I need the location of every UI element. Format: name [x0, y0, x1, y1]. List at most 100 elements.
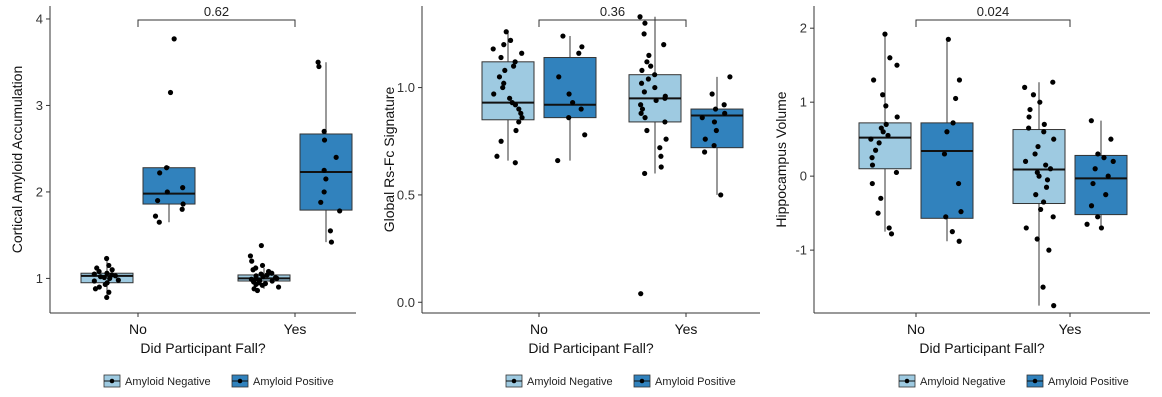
p-value-label: 0.024	[977, 4, 1010, 19]
data-point	[503, 29, 509, 35]
data-point	[249, 258, 255, 264]
data-point	[518, 110, 524, 116]
data-point	[327, 228, 334, 234]
legend-key-point	[904, 378, 910, 384]
data-point	[333, 154, 339, 160]
y-tick-label: 2	[800, 21, 807, 36]
data-point	[556, 74, 562, 80]
data-point	[180, 201, 186, 207]
data-point	[1038, 206, 1044, 213]
data-point	[953, 95, 959, 102]
data-point	[259, 262, 266, 269]
data-point	[96, 284, 102, 290]
data-point	[663, 136, 669, 142]
data-point	[152, 213, 159, 219]
data-point	[701, 149, 708, 155]
legend-key-point	[237, 378, 243, 384]
data-point	[1110, 158, 1116, 164]
data-point	[944, 129, 950, 135]
data-point	[885, 132, 891, 139]
y-tick-label: 2	[36, 184, 43, 199]
data-point	[1084, 221, 1090, 227]
data-point	[566, 115, 572, 121]
data-point	[869, 162, 876, 168]
data-point	[109, 272, 115, 278]
box-iqr	[920, 122, 974, 219]
y-tick-label: 1.0	[397, 80, 415, 95]
y-tick-label: 1	[36, 271, 43, 286]
data-point	[652, 84, 658, 91]
data-point	[1027, 106, 1033, 113]
data-point	[97, 274, 104, 280]
data-point	[956, 238, 962, 244]
data-point	[894, 62, 900, 68]
box-yes-negative	[628, 14, 682, 297]
x-tick-label: No	[129, 321, 147, 337]
x-axis-label: Did Participant Fall?	[140, 340, 265, 356]
data-point	[1088, 118, 1094, 124]
data-point	[253, 273, 259, 279]
data-point	[945, 36, 951, 42]
data-point	[316, 63, 322, 70]
data-point	[337, 208, 343, 214]
data-point	[247, 253, 254, 259]
data-point	[638, 291, 644, 297]
data-point	[507, 37, 514, 43]
data-point	[639, 67, 645, 74]
data-point	[323, 176, 329, 182]
data-point	[164, 189, 170, 195]
data-point	[156, 219, 162, 225]
data-point	[555, 157, 561, 164]
data-point	[1041, 129, 1047, 135]
data-point	[1026, 125, 1032, 131]
data-point	[507, 95, 513, 101]
data-point	[502, 67, 508, 74]
data-point	[315, 59, 321, 65]
data-point	[661, 42, 667, 48]
data-point	[648, 63, 654, 69]
data-point	[512, 59, 518, 65]
data-point	[638, 80, 645, 86]
data-point	[155, 197, 161, 204]
data-point	[519, 50, 525, 56]
data-point	[106, 289, 112, 295]
data-point	[262, 280, 269, 287]
data-point	[699, 115, 705, 121]
data-point	[501, 42, 507, 48]
box-yes-negative	[237, 242, 291, 294]
data-point	[275, 284, 282, 290]
data-point	[712, 106, 719, 112]
x-tick-label: Yes	[675, 321, 698, 337]
data-point	[1047, 166, 1054, 172]
data-point	[1026, 114, 1032, 120]
data-point	[1030, 92, 1037, 98]
y-axis-label: Hippocampus Volume	[773, 91, 789, 227]
data-point	[272, 274, 279, 281]
data-point	[94, 265, 100, 271]
y-tick-label: 0.0	[397, 295, 415, 310]
box-iqr	[142, 167, 196, 205]
box-no-negative	[481, 29, 535, 166]
data-point	[104, 270, 110, 276]
x-tick-label: Yes	[1059, 321, 1082, 337]
data-point	[702, 136, 708, 142]
box-yes-positive	[1074, 118, 1128, 231]
data-point	[657, 145, 663, 151]
data-point	[721, 102, 727, 108]
data-point	[642, 115, 648, 121]
data-point	[658, 164, 664, 170]
data-point	[1033, 192, 1039, 198]
data-point	[109, 267, 115, 273]
data-point	[1092, 166, 1098, 172]
data-point	[1095, 151, 1101, 157]
data-point	[106, 262, 112, 269]
data-point	[498, 138, 504, 144]
data-point	[258, 271, 264, 277]
data-point	[321, 128, 327, 134]
data-point	[167, 89, 174, 96]
legend-label: Amyloid Negative	[920, 376, 1006, 388]
data-point	[894, 114, 900, 120]
data-point	[1043, 162, 1049, 168]
data-point	[887, 55, 893, 61]
data-point	[1050, 79, 1056, 85]
